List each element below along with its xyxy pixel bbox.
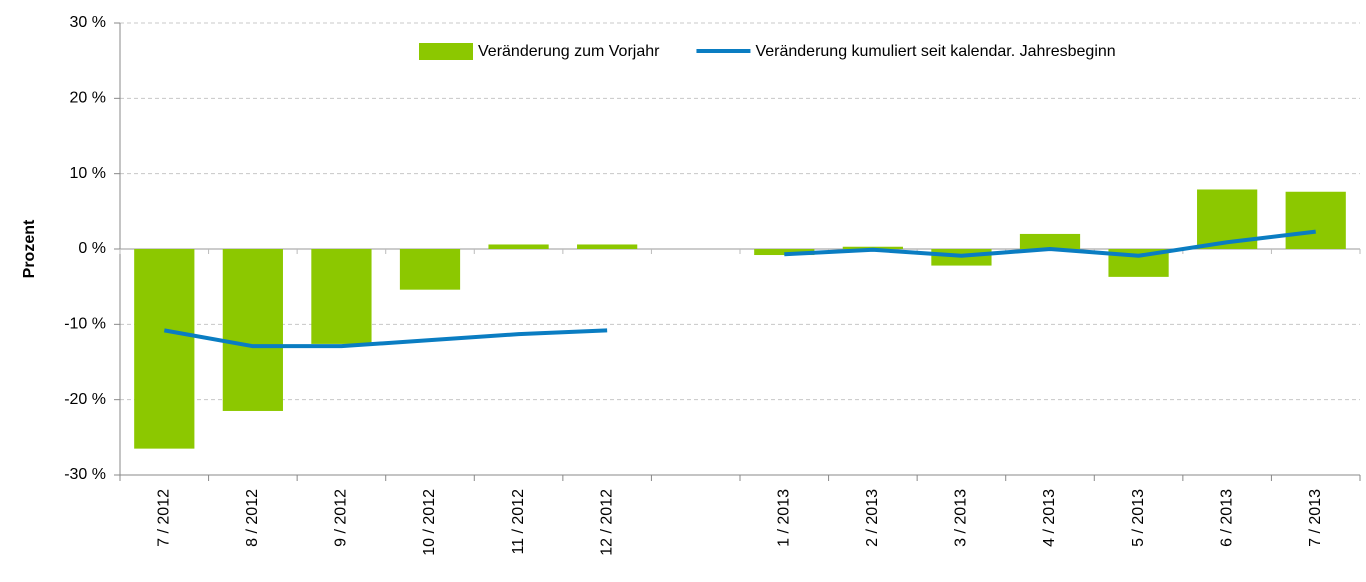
- x-tick-label: 6 / 2013: [1218, 489, 1235, 547]
- y-tick-label: -30 %: [64, 466, 106, 483]
- x-tick-label: 11 / 2012: [510, 489, 527, 555]
- line: [163, 229, 1316, 349]
- x-tick-label: 7 / 2013: [1307, 489, 1324, 547]
- bar: [311, 249, 372, 344]
- y-tick-label: 0 %: [78, 240, 106, 257]
- y-tick-label: 10 %: [70, 165, 106, 182]
- x-tick-label: 3 / 2013: [953, 489, 970, 547]
- y-tick-label: 20 %: [70, 90, 106, 107]
- x-tick-label: 4 / 2013: [1041, 489, 1058, 547]
- y-tick-label: -10 %: [64, 316, 106, 333]
- bar: [1285, 191, 1346, 249]
- y-axis-label: Prozent: [21, 219, 38, 278]
- bar: [222, 249, 283, 411]
- x-tick-label: 8 / 2012: [244, 489, 261, 547]
- x-tick-label: 5 / 2013: [1130, 489, 1147, 547]
- bar: [488, 244, 549, 249]
- x-tick-label: 9 / 2012: [333, 489, 350, 547]
- y-tick-label: -20 %: [64, 391, 106, 408]
- x-tick-label: 2 / 2013: [864, 489, 881, 547]
- x-tick-label: 10 / 2012: [421, 489, 438, 556]
- legend-label: Veränderung kumuliert seit kalendar. Jah…: [755, 43, 1115, 60]
- bar: [754, 249, 815, 256]
- bar: [1019, 233, 1081, 249]
- x-tick-label: 1 / 2013: [776, 489, 793, 547]
- bar: [134, 249, 195, 449]
- y-tick-label: 30 %: [70, 14, 106, 31]
- legend-swatch: [419, 43, 473, 60]
- legend-label: Veränderung zum Vorjahr: [478, 43, 660, 60]
- x-tick-label: 12 / 2012: [598, 489, 615, 556]
- bar: [399, 249, 461, 290]
- x-tick-label: 7 / 2012: [156, 489, 173, 547]
- bar: [577, 244, 638, 249]
